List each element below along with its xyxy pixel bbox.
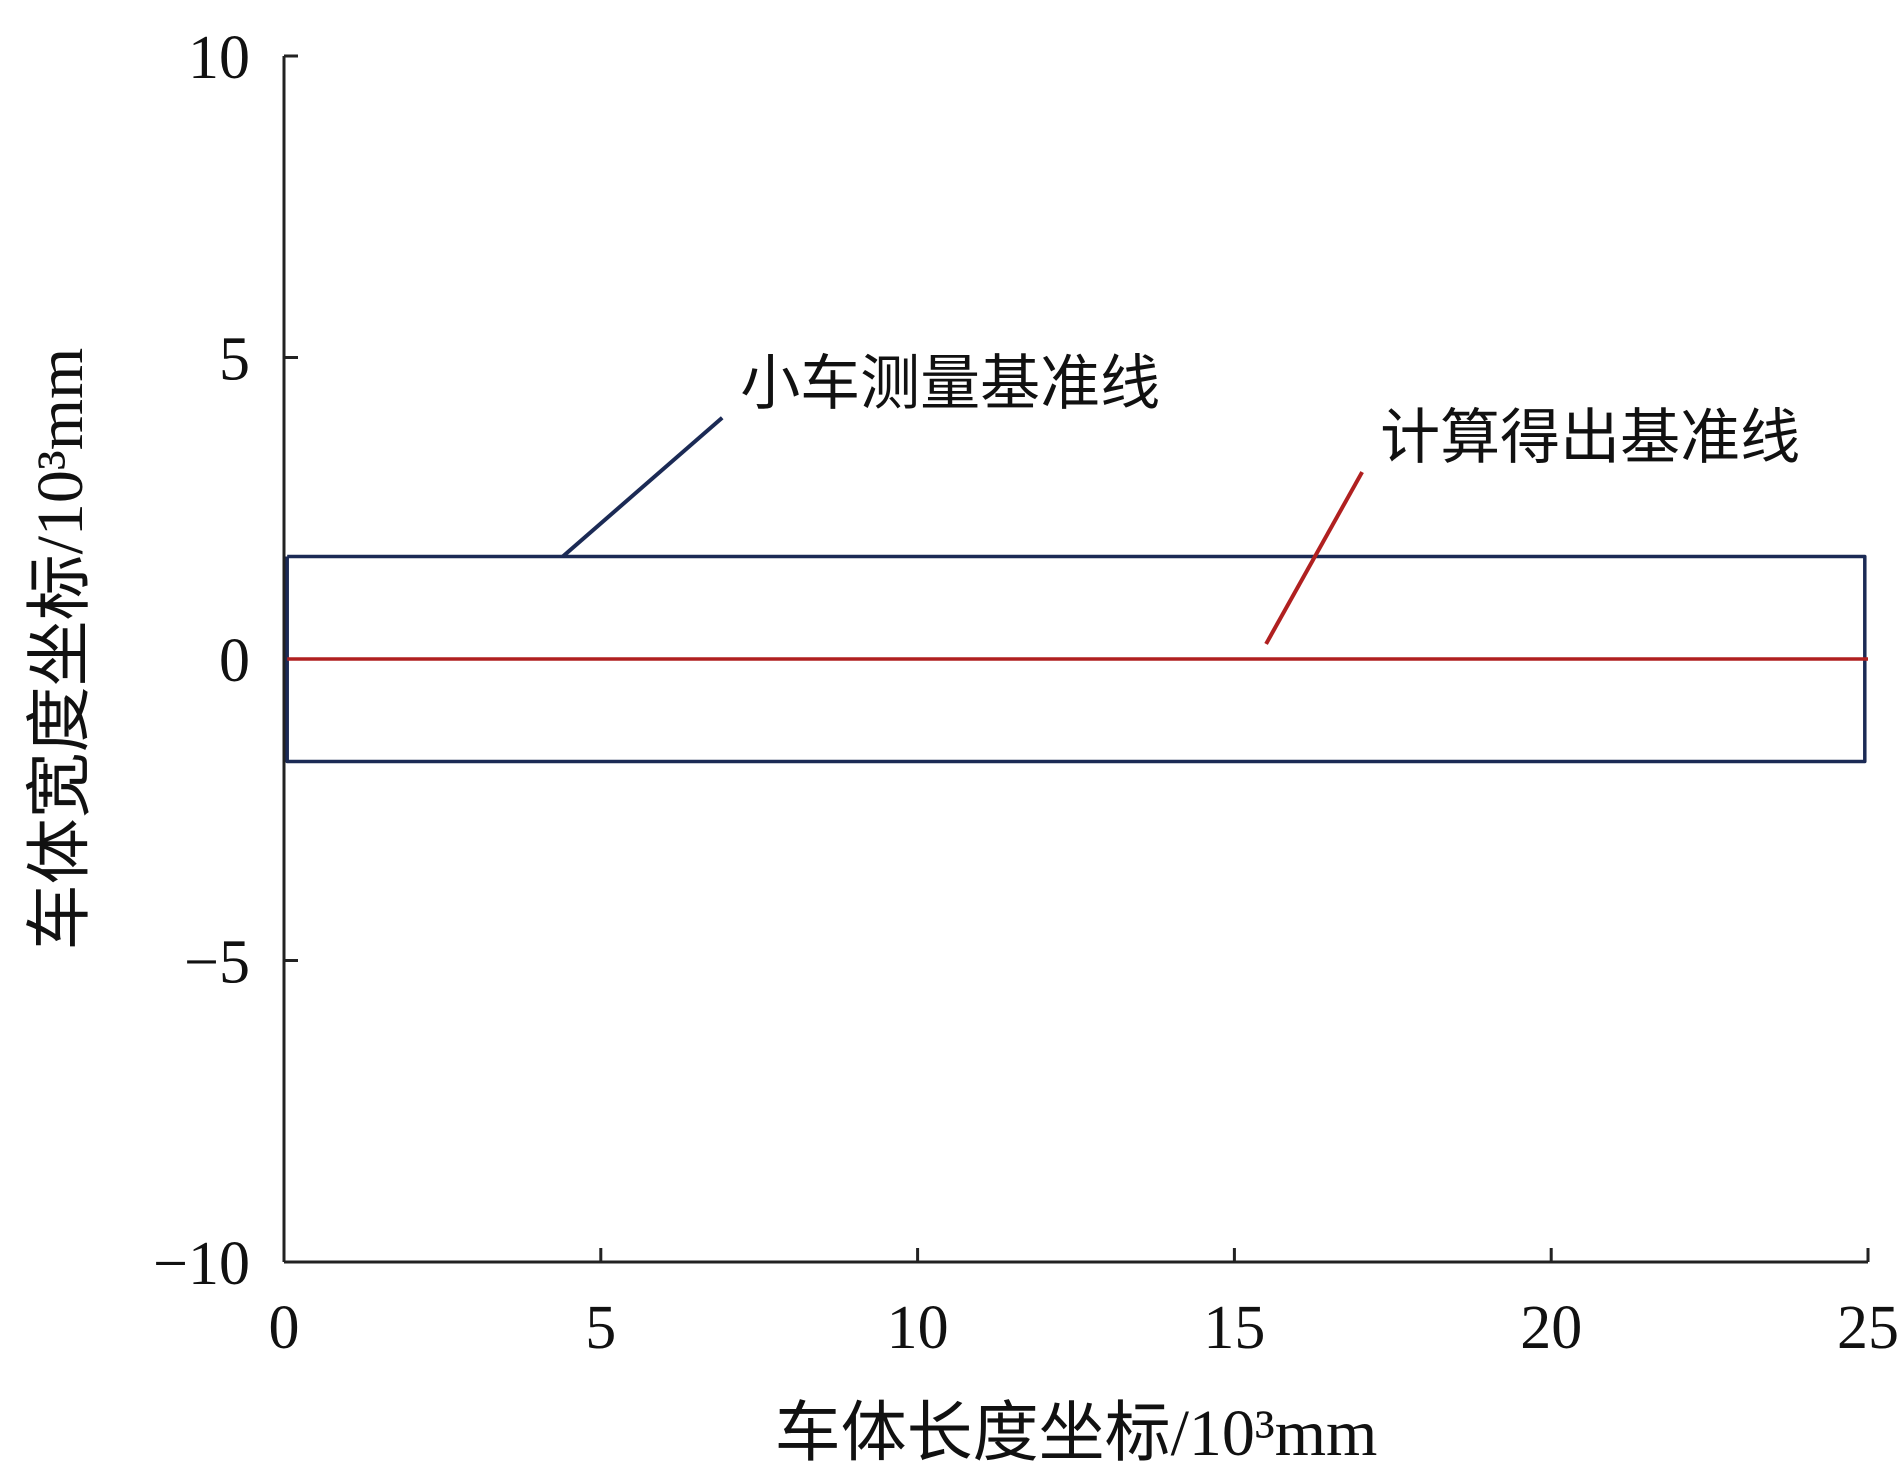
series-line-1 <box>285 554 1867 764</box>
y-tick-label: −10 <box>153 1230 250 1298</box>
series-layer <box>285 554 1868 764</box>
y-tick-label: 5 <box>219 326 250 394</box>
annotation-leader <box>561 416 724 558</box>
x-tick-label: 5 <box>585 1294 616 1362</box>
y-tick-label: 0 <box>219 627 250 695</box>
x-axis-title: 车体长度坐标/10³mm <box>775 1397 1378 1470</box>
y-tick-label: −5 <box>184 929 250 997</box>
x-tick-label: 0 <box>269 1294 300 1362</box>
annotation-label: 计算得出基准线 <box>1380 403 1800 473</box>
annotation-leader <box>1264 471 1364 645</box>
x-tick-label: 20 <box>1520 1294 1582 1362</box>
y-tick-label: 10 <box>188 24 250 92</box>
x-tick-label: 15 <box>1203 1294 1265 1362</box>
annotation-label: 小车测量基准线 <box>740 349 1160 419</box>
y-axis-title: 车体宽度坐标/10³mm <box>24 348 97 951</box>
x-tick-label: 10 <box>887 1294 949 1362</box>
x-tick-label: 25 <box>1837 1294 1899 1362</box>
axes: 0 5 10 15 20 25 −10 −5 0 5 10 <box>153 24 1899 1362</box>
